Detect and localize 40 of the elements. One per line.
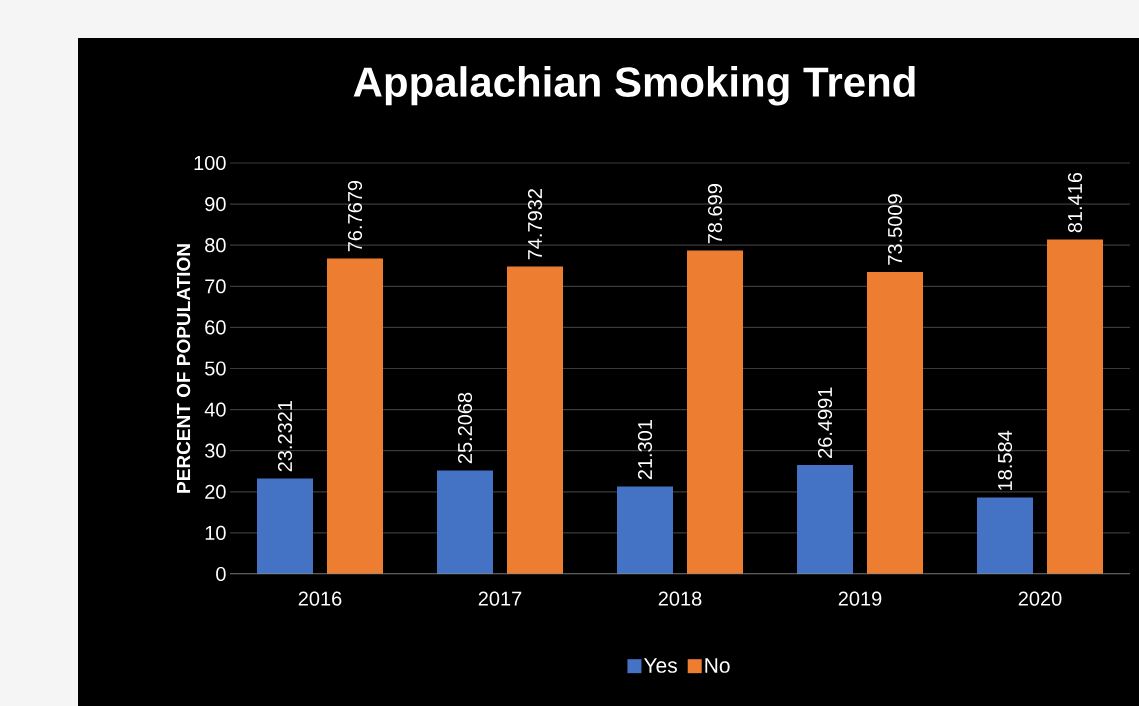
data-label: 81.416 <box>1067 172 1083 233</box>
y-tick-label: 70 <box>205 279 226 294</box>
bar <box>437 470 493 574</box>
y-tick-label: 100 <box>194 155 226 171</box>
bar <box>257 478 313 574</box>
x-tick-label: 2016 <box>298 591 342 606</box>
data-label: 76.7679 <box>347 180 363 252</box>
data-label: 74.7932 <box>527 189 543 260</box>
data-label: 26.4991 <box>817 387 833 458</box>
y-axis-title: PERCENT OF POPULATION <box>176 244 191 493</box>
data-label: 18.584 <box>997 430 1013 490</box>
bar <box>327 258 384 574</box>
y-tick-label: 90 <box>205 197 226 212</box>
y-tick-label: 80 <box>205 238 226 253</box>
bar <box>977 497 1034 574</box>
data-label: 78.699 <box>707 184 723 244</box>
data-label: 73.5009 <box>887 194 903 265</box>
bar <box>1047 239 1104 574</box>
legend-label: Yes <box>643 658 677 673</box>
data-label: 25.2068 <box>457 392 473 464</box>
bar <box>617 486 674 574</box>
y-tick-label: 0 <box>216 566 226 582</box>
bar <box>507 266 564 574</box>
x-tick-label: 2020 <box>1018 591 1062 606</box>
y-tick-label: 20 <box>205 484 226 499</box>
bar <box>867 271 924 574</box>
chart-title: Appalachian Smoking Trend <box>353 66 915 106</box>
y-tick-label: 30 <box>204 443 226 458</box>
x-tick-label: 2018 <box>658 591 702 606</box>
y-tick-label: 60 <box>205 320 226 335</box>
x-tick-label: 2019 <box>838 591 882 606</box>
bar <box>687 250 744 574</box>
y-tick-label: 50 <box>205 361 226 376</box>
legend-label: No <box>705 658 730 673</box>
data-label: 21.301 <box>637 420 653 480</box>
bar <box>797 465 854 574</box>
x-tick-label: 2017 <box>478 591 522 606</box>
y-tick-label: 40 <box>204 402 226 417</box>
data-label: 23.2321 <box>277 401 293 472</box>
y-tick-label: 10 <box>205 525 226 540</box>
